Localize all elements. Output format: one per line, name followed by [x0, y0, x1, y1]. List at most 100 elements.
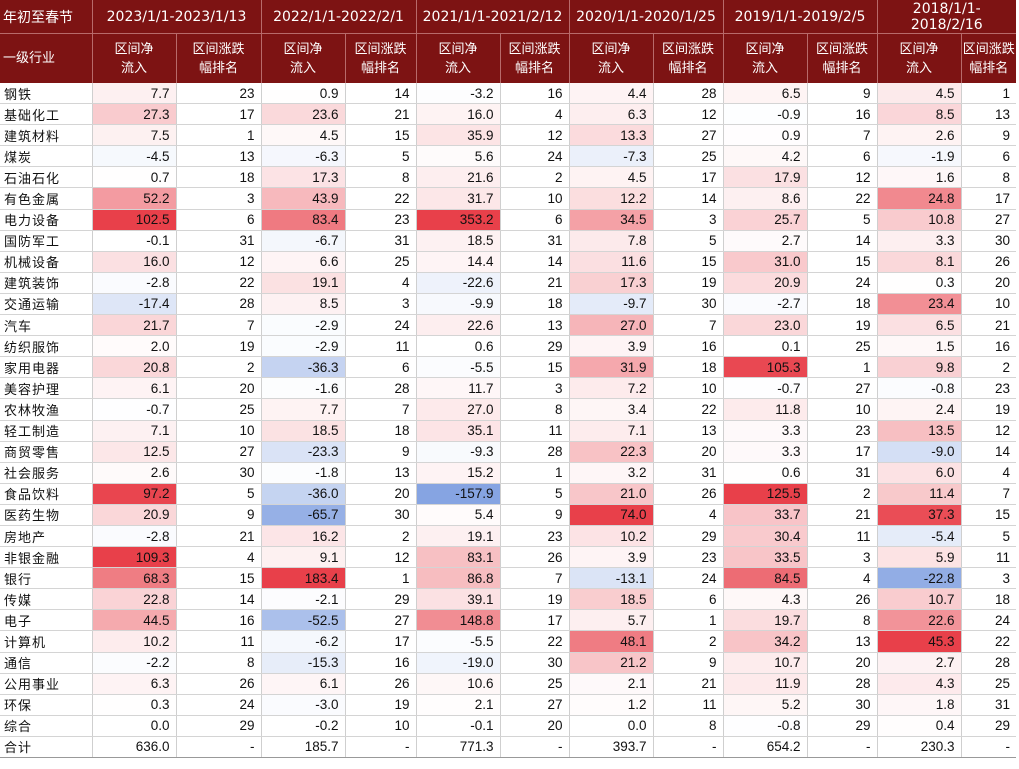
rank-cell: 17 [175, 103, 261, 126]
net-inflow-cell: 35.1 [415, 420, 500, 442]
table-row: 机械设备 16.0 12 6.6 25 14.4 14 11.6 15 31.0 15 8.1 26 [0, 251, 1016, 273]
industry-name: 建筑材料 [0, 124, 92, 147]
rank-cell: 4 [175, 546, 261, 569]
period-header: 2020/1/1-2020/1/25 [568, 0, 723, 34]
net-inflow-cell: 0.4 [876, 715, 961, 737]
rank-cell: 13 [960, 103, 1016, 126]
rank-cell: 1 [344, 567, 416, 590]
industry-name: 纺织服饰 [0, 335, 92, 358]
rank-cell: 19 [344, 694, 416, 716]
rank-cell: 29 [652, 525, 723, 548]
net-inflow-cell: 4.3 [722, 588, 807, 611]
rank-cell: 24 [652, 567, 723, 590]
net-inflow-cell: 11.6 [568, 251, 653, 273]
rank-cell: 15 [499, 356, 569, 379]
net-inflow-header: 区间净 流入 [91, 33, 176, 83]
net-inflow-cell: 7.1 [568, 420, 653, 442]
net-inflow-cell: 0.7 [91, 166, 176, 189]
net-inflow-cell: 2.0 [91, 335, 176, 358]
rank-cell: 1 [960, 83, 1016, 105]
net-inflow-cell: 27.3 [91, 103, 176, 126]
rank-cell: 3 [499, 377, 569, 400]
net-inflow-cell: 393.7 [568, 736, 653, 759]
rank-cell: 23 [175, 83, 261, 105]
net-inflow-cell: -5.5 [415, 630, 500, 653]
net-inflow-cell: 8.6 [722, 187, 807, 210]
rank-cell: 12 [960, 420, 1016, 442]
rank-cell: 27 [960, 209, 1016, 231]
net-inflow-cell: 12.2 [568, 187, 653, 210]
net-inflow-cell: 0.1 [722, 335, 807, 358]
net-inflow-cell: 24.8 [876, 187, 961, 210]
net-inflow-cell: -5.4 [876, 525, 961, 548]
rank-cell: 6 [344, 356, 416, 379]
industry-name: 电子 [0, 609, 92, 632]
net-inflow-cell: 3.9 [568, 335, 653, 358]
rank-cell: 16 [344, 652, 416, 674]
table-row: 煤炭 -4.5 13 -6.3 5 5.6 24 -7.3 25 4.2 6 -1.9 6 [0, 145, 1016, 168]
rank-cell: 30 [175, 462, 261, 484]
industry-name: 电力设备 [0, 209, 92, 231]
net-inflow-cell: 34.2 [722, 630, 807, 653]
rank-cell: - [175, 736, 261, 759]
rank-cell: 23 [344, 209, 416, 231]
rank-cell: 6 [960, 145, 1016, 168]
net-inflow-cell: 17.3 [568, 272, 653, 294]
table-row: 纺织服饰 2.0 19 -2.9 11 0.6 29 3.9 16 0.1 25 1.5 16 [0, 335, 1016, 358]
net-inflow-cell: -52.5 [260, 609, 345, 632]
corner-header-bottom: 一级行业 [0, 33, 92, 83]
rank-cell: 26 [175, 673, 261, 695]
rank-cell: 5 [499, 483, 569, 505]
net-inflow-cell: 4.2 [722, 145, 807, 168]
rank-cell: 16 [960, 335, 1016, 358]
rank-cell: 21 [806, 504, 877, 526]
rank-cell: 28 [806, 673, 877, 695]
net-inflow-cell: 5.7 [568, 609, 653, 632]
net-inflow-header: 区间净 流入 [568, 33, 653, 83]
rank-cell: 22 [499, 630, 569, 653]
rank-cell: 9 [344, 441, 416, 463]
net-inflow-cell: 185.7 [260, 736, 345, 759]
industry-name: 通信 [0, 652, 92, 674]
rank-cell: 29 [499, 335, 569, 358]
rank-cell: 10 [344, 715, 416, 737]
table-row: 家用电器 20.8 2 -36.3 6 -5.5 15 31.9 18 105.3 1 9.8 2 [0, 356, 1016, 379]
net-inflow-cell: 125.5 [722, 483, 807, 505]
net-inflow-cell: 33.7 [722, 504, 807, 526]
net-inflow-cell: 48.1 [568, 630, 653, 653]
rank-cell: 28 [344, 377, 416, 400]
net-inflow-cell: 21.0 [568, 483, 653, 505]
rank-cell: 15 [175, 567, 261, 590]
net-inflow-cell: -2.2 [91, 652, 176, 674]
net-inflow-cell: 6.5 [722, 83, 807, 105]
net-inflow-cell: 0.0 [568, 715, 653, 737]
rank-cell: 24 [960, 609, 1016, 632]
rank-cell: 2 [960, 356, 1016, 379]
period-header: 2021/1/1-2021/2/12 [415, 0, 569, 34]
rank-cell: 19 [499, 588, 569, 611]
rank-cell: 16 [806, 103, 877, 126]
rank-cell: 2 [499, 166, 569, 189]
net-inflow-cell: 7.7 [91, 83, 176, 105]
rank-cell: 13 [652, 420, 723, 442]
table-row: 银行 68.3 15 183.4 1 86.8 7 -13.1 24 84.5 4 -22.8 3 [0, 567, 1016, 590]
net-inflow-cell: 22.6 [415, 314, 500, 337]
rank-cell: 10 [806, 398, 877, 421]
net-inflow-cell: 23.6 [260, 103, 345, 126]
rank-cell: 10 [652, 377, 723, 400]
net-inflow-cell: 16.0 [91, 251, 176, 273]
table-row: 非银金融 109.3 4 9.1 12 83.1 26 3.9 23 33.5 3 5.9 11 [0, 546, 1016, 569]
net-inflow-cell: 4.3 [876, 673, 961, 695]
rank-cell: 5 [344, 145, 416, 168]
rank-cell: 22 [960, 630, 1016, 653]
net-inflow-cell: 19.7 [722, 609, 807, 632]
net-inflow-cell: 6.1 [260, 673, 345, 695]
net-inflow-cell: 3.3 [722, 441, 807, 463]
rank-cell: 24 [806, 272, 877, 294]
rank-cell: 18 [652, 356, 723, 379]
net-inflow-cell: 45.3 [876, 630, 961, 653]
rank-cell: 29 [344, 588, 416, 611]
net-inflow-cell: 636.0 [91, 736, 176, 759]
net-inflow-cell: -9.7 [568, 293, 653, 316]
